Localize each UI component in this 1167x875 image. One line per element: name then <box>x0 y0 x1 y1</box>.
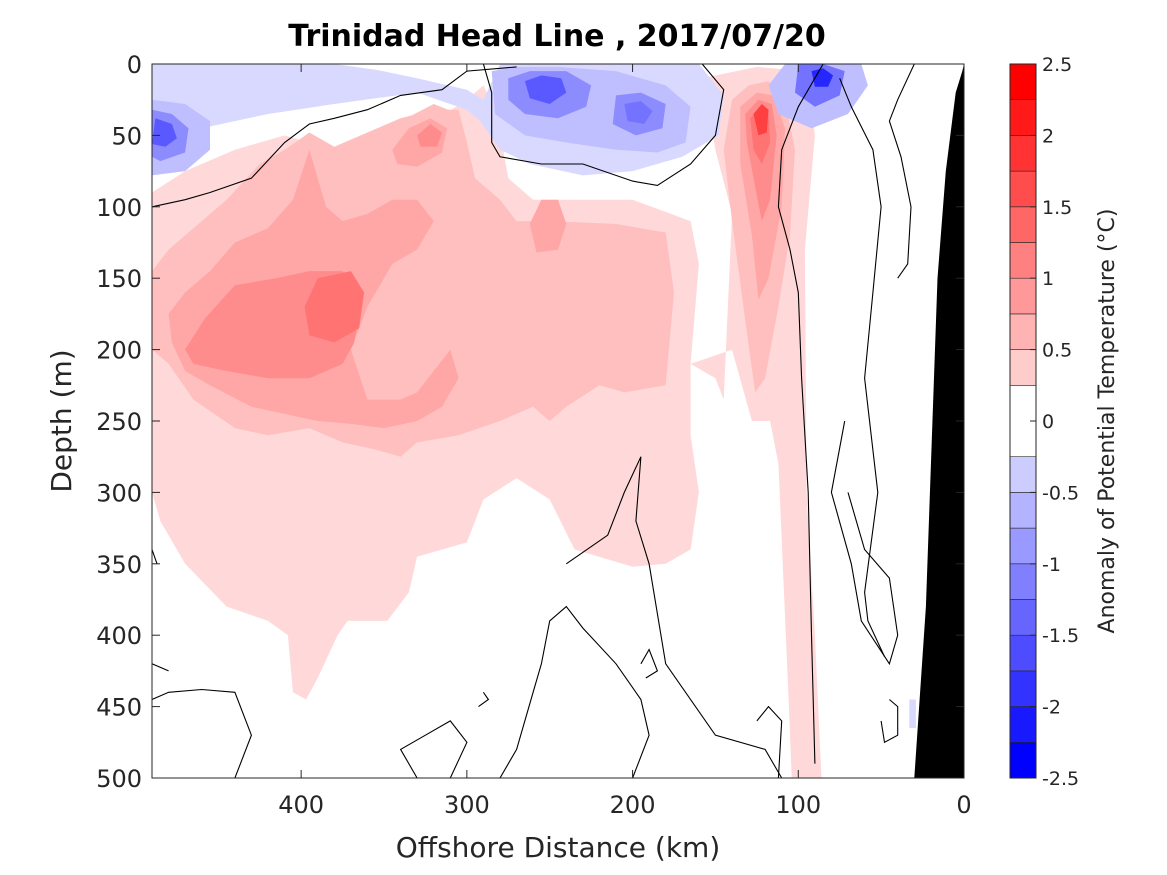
zero-contour-line <box>152 66 517 208</box>
colorbar: 2.5 2 1.5 1 0.5 0 -0.5 -1 -1.5 -2 -2.5 <box>1009 54 1079 790</box>
warm-lower-0-25 <box>781 549 819 778</box>
colorbar-tick-label: -0.5 <box>1042 482 1079 504</box>
colorbar-band <box>1009 135 1037 172</box>
chart-title: Trinidad Head Line , 2017/07/20 <box>288 19 825 54</box>
zero-contour-line <box>888 64 915 279</box>
zero-contour-line <box>152 688 252 778</box>
cold-central-1-5 <box>524 75 567 104</box>
colorbar-tick-label: -1 <box>1042 554 1061 576</box>
x-axis-label: Offshore Distance (km) <box>396 831 721 864</box>
y-tick-label: 500 <box>96 765 142 793</box>
cold-mid-1-25 <box>624 101 653 124</box>
zero-contour-line <box>482 64 725 186</box>
colorbar-label: Anomaly of Potential Temperature (°C) <box>1095 209 1120 634</box>
cold-west-1-5 <box>152 118 177 147</box>
zero-contour-line <box>499 605 650 778</box>
colorbar-band <box>1009 563 1037 600</box>
colorbar-band <box>1009 670 1037 707</box>
colorbar-band <box>1009 599 1037 636</box>
y-tick-label: 250 <box>96 408 142 436</box>
y-tick-label: 350 <box>96 551 142 579</box>
bathymetry-mask <box>914 64 964 778</box>
zero-contour-line <box>152 663 169 672</box>
colorbar-band <box>1009 492 1037 529</box>
y-tick-label: 50 <box>111 122 142 150</box>
colorbar-band <box>1009 206 1037 243</box>
colorbar-band <box>1009 63 1037 101</box>
colorbar-band <box>1009 634 1037 672</box>
colorbar-band <box>1009 741 1037 779</box>
y-axis-label: Depth (m) <box>45 349 78 492</box>
anomaly-field <box>152 64 916 778</box>
x-tick-label: 200 <box>610 791 656 819</box>
zero-contour-line <box>777 64 824 764</box>
x-tick-label: 400 <box>278 791 324 819</box>
colorbar-tick-label: -2.5 <box>1042 768 1079 790</box>
colorbar-band <box>1009 99 1037 136</box>
y-tick-label: 450 <box>96 694 142 722</box>
zero-contour-line <box>880 699 899 744</box>
zero-contour-line <box>839 78 885 657</box>
x-axis: 400 300 200 100 0 <box>278 64 972 819</box>
zero-contour-line <box>565 456 783 778</box>
cold-tiny <box>909 699 916 728</box>
colorbar-tick-label: 1 <box>1042 268 1054 290</box>
colorbar-tick-label: 0.5 <box>1042 340 1072 362</box>
plot-area: 400 300 200 100 0 0 50 100 150 200 250 300 350 400 45… <box>96 51 971 819</box>
colorbar-band <box>1009 170 1037 208</box>
colorbar-band <box>1009 527 1037 565</box>
y-tick-label: 300 <box>96 479 142 507</box>
x-tick-label: 300 <box>444 791 490 819</box>
zero-contour-line <box>756 705 783 778</box>
cold-east-2-0 <box>811 68 834 87</box>
x-tick-label: 0 <box>956 791 971 819</box>
colorbar-tick-label: 2 <box>1042 125 1054 147</box>
x-tick-label: 100 <box>775 791 821 819</box>
colorbar-tick-label: -1.5 <box>1042 625 1079 647</box>
warm-band-1-25 <box>304 271 365 343</box>
zero-contours <box>152 64 915 778</box>
y-tick-label: 200 <box>96 337 142 365</box>
zero-contour-line <box>830 420 899 666</box>
colorbar-band <box>1009 349 1037 386</box>
colorbar-tick-label: 1.5 <box>1042 197 1072 219</box>
colorbar-tick-label: 2.5 <box>1042 54 1072 76</box>
colorbar-band <box>1009 706 1037 743</box>
y-tick-label: 400 <box>96 622 142 650</box>
warm-small-0-75 <box>529 199 567 253</box>
y-tick-label: 0 <box>127 51 142 79</box>
colorbar-tick-label: 0 <box>1042 411 1054 433</box>
zero-contour-line <box>399 720 468 778</box>
y-axis: 0 50 100 150 200 250 300 350 400 450 500 <box>96 51 964 793</box>
zero-contour-line <box>152 549 158 564</box>
y-tick-label: 150 <box>96 265 142 293</box>
zero-contour-line <box>640 648 659 679</box>
zero-contour-line <box>478 691 490 708</box>
colorbar-band <box>1009 456 1037 493</box>
y-tick-label: 100 <box>96 194 142 222</box>
colorbar-band <box>1009 277 1037 315</box>
warm-shelf-1-0 <box>417 124 442 147</box>
colorbar-tick-label: -2 <box>1042 697 1061 719</box>
colorbar-band <box>1009 313 1037 350</box>
jet-band-1-75 <box>753 104 769 136</box>
colorbar-band <box>1009 242 1037 279</box>
